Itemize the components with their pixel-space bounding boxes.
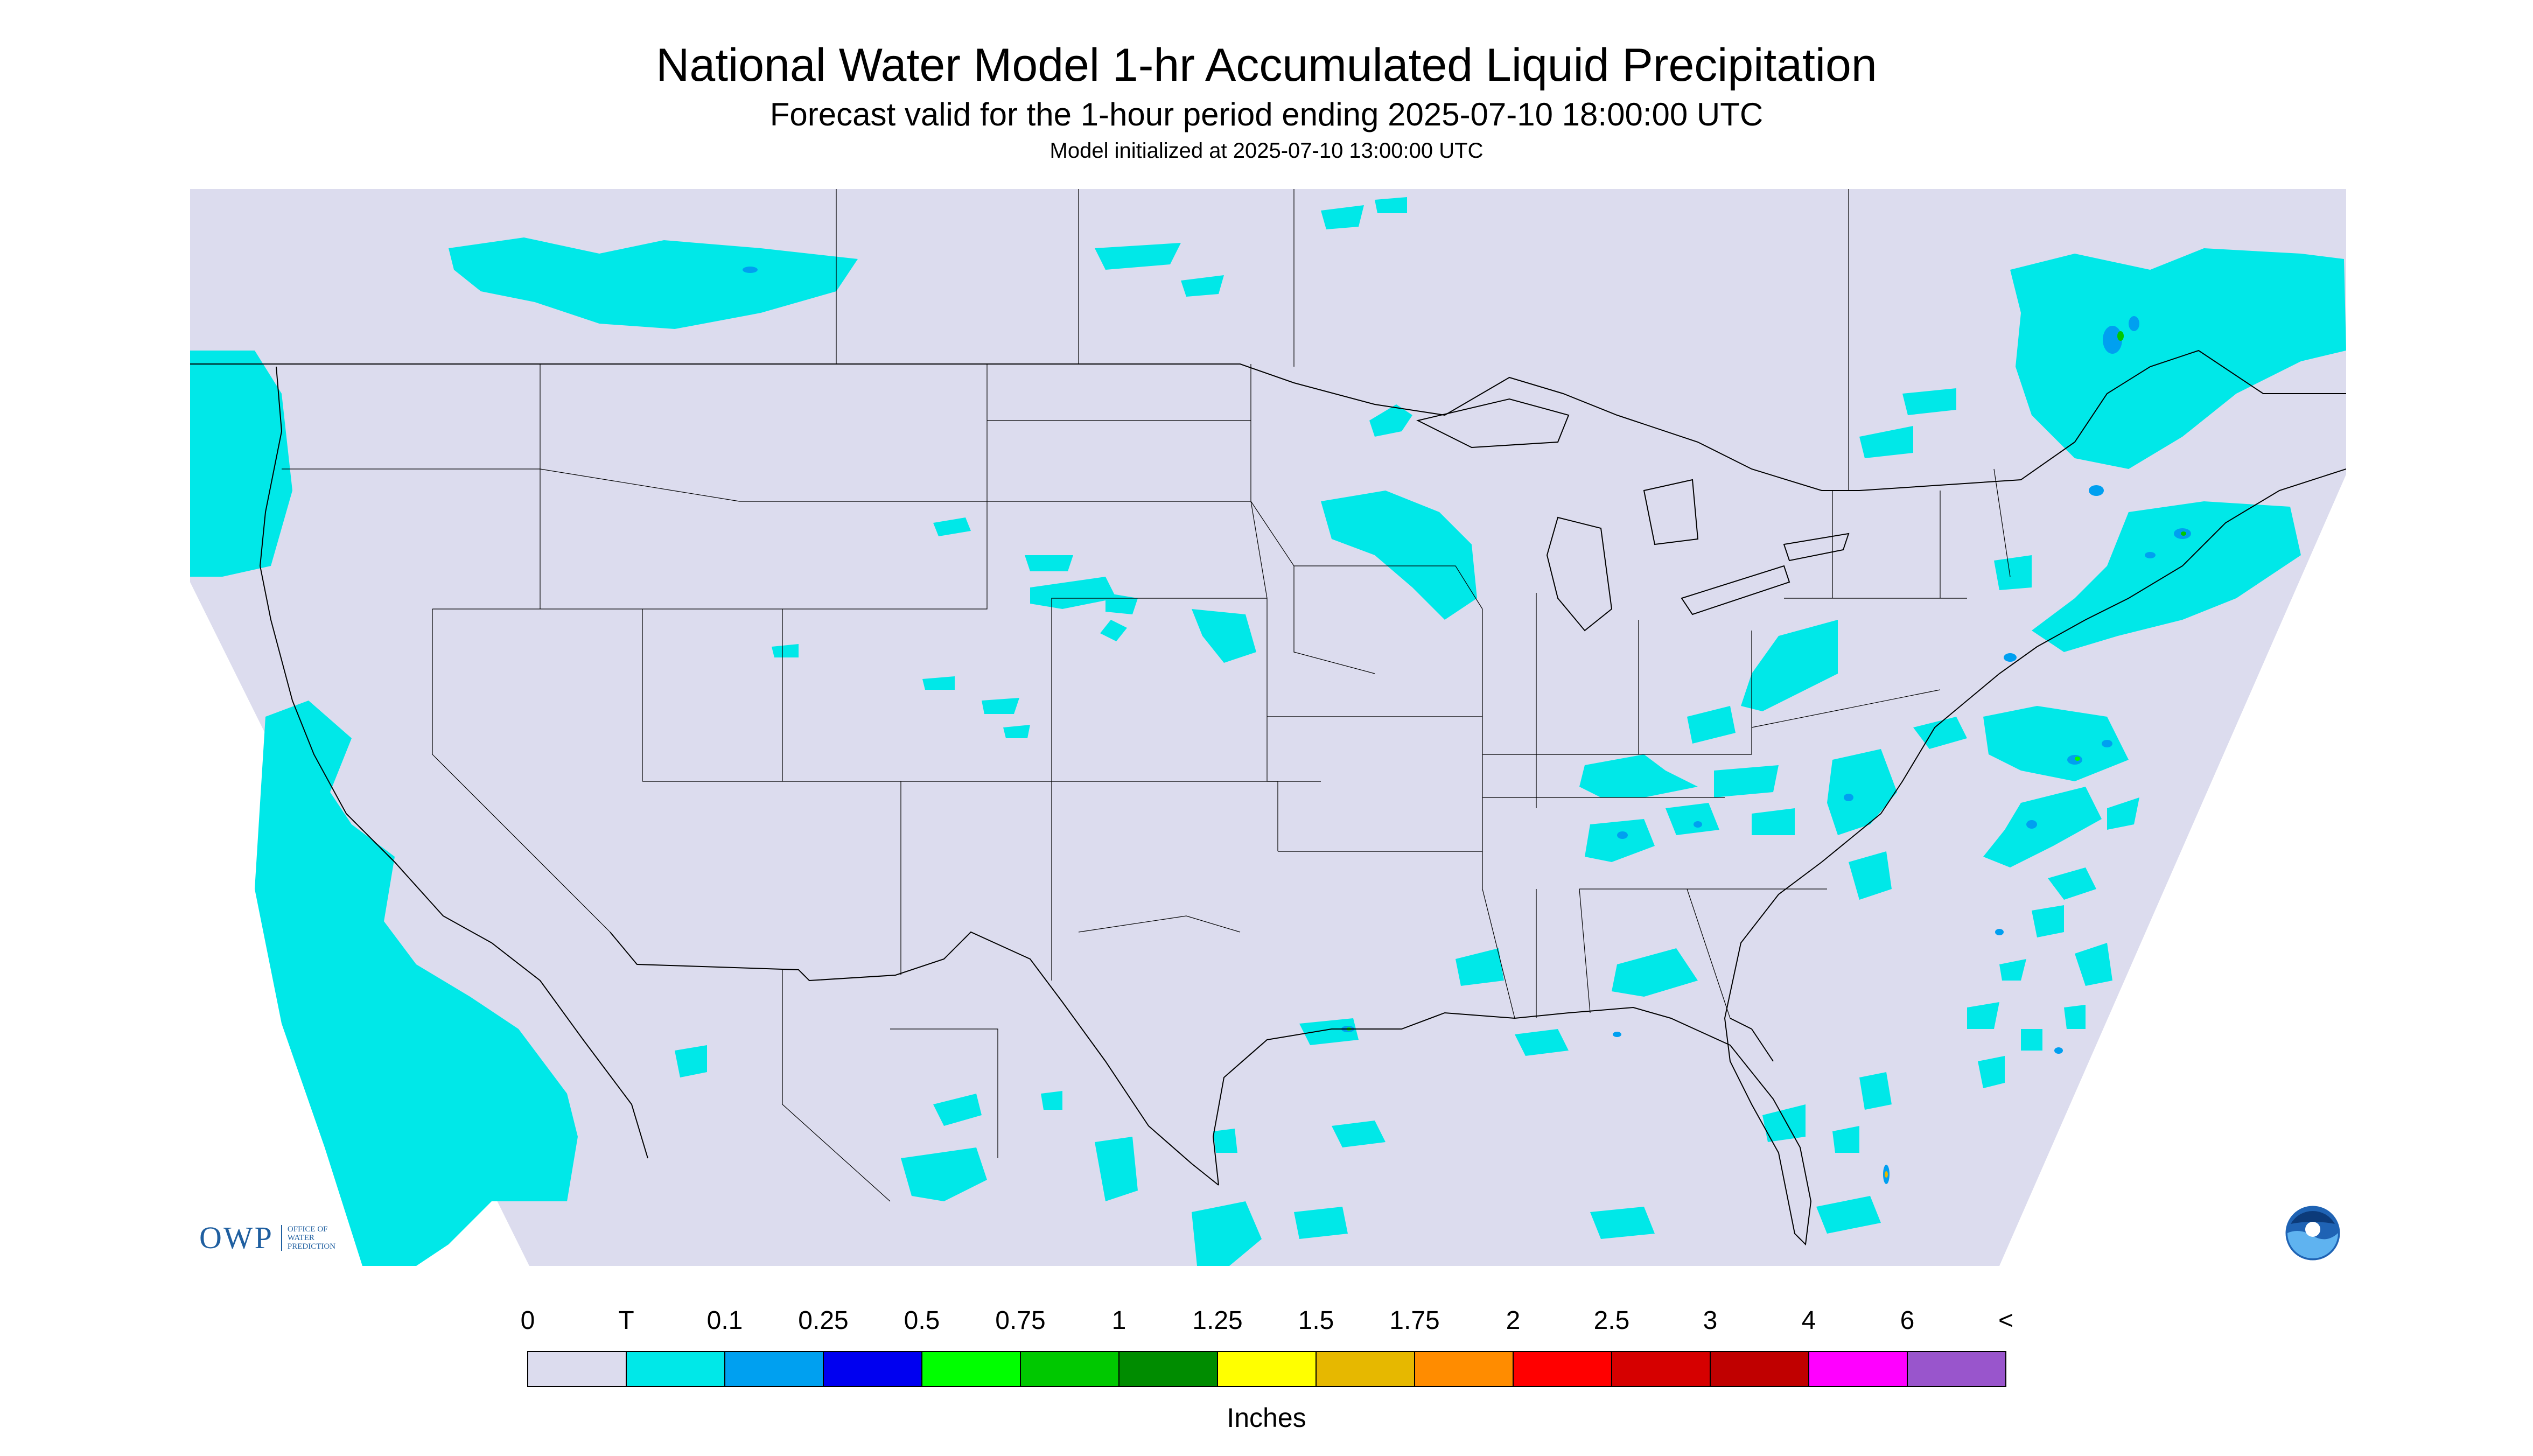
legend-unit-label: Inches <box>1227 1403 1306 1433</box>
model-init-line: Model initialized at 2025-07-10 13:00:00… <box>1049 139 1484 163</box>
legend-swatch <box>626 1351 725 1387</box>
precipitation-map <box>190 189 2346 1266</box>
legend-swatch <box>1020 1351 1119 1387</box>
legend-swatch <box>921 1351 1021 1387</box>
legend-swatch <box>1808 1351 1908 1387</box>
legend-swatch <box>527 1351 627 1387</box>
political-boundaries <box>190 349 2346 1246</box>
legend-tick-label: 3 <box>1703 1306 1718 1335</box>
legend-tick-label: 4 <box>1802 1306 1816 1335</box>
legend-swatch <box>1414 1351 1514 1387</box>
precip-light-cells <box>743 267 2191 1184</box>
legend-tick-label: 0.75 <box>995 1306 1045 1335</box>
legend-tick-label: 1 <box>1112 1306 1126 1335</box>
legend-tick-label: 2.5 <box>1594 1306 1630 1335</box>
legend-swatch <box>1316 1351 1415 1387</box>
legend-tick-label: T <box>618 1306 634 1335</box>
noaa-logo <box>2284 1204 2342 1262</box>
state-boundaries <box>282 189 2011 1202</box>
legend-tick-label: 6 <box>1900 1306 1915 1335</box>
map-title: National Water Model 1-hr Accumulated Li… <box>656 39 1877 91</box>
legend-swatch <box>1710 1351 1809 1387</box>
precip-legend: 0 T 0.1 0.25 0.5 0.75 1 1.25 1.5 1.75 2 2.5 3 4 6 < Inc… <box>521 1306 2013 1433</box>
legend-tick-label: < <box>1998 1306 2013 1335</box>
legend-swatch <box>823 1351 922 1387</box>
legend-swatch <box>1907 1351 2006 1387</box>
legend-tick-label: 0.25 <box>798 1306 848 1335</box>
legend-swatch <box>1611 1351 1711 1387</box>
legend-swatch <box>1118 1351 1218 1387</box>
legend-tick-label: 0.1 <box>707 1306 743 1335</box>
owp-logo: OWP OFFICE OF WATER PREDICTION <box>199 1220 352 1256</box>
map-subtitle: Forecast valid for the 1-hour period end… <box>769 96 1764 132</box>
legend-tick-label: 1.5 <box>1298 1306 1334 1335</box>
legend-tick-label: 1.75 <box>1389 1306 1439 1335</box>
legend-tick-label: 0 <box>521 1306 535 1335</box>
legend-swatch <box>1217 1351 1317 1387</box>
legend-swatch <box>724 1351 824 1387</box>
legend-tick-label: 1.25 <box>1192 1306 1242 1335</box>
legend-swatch <box>1513 1351 1612 1387</box>
owp-logo-text: OFFICE OF WATER PREDICTION <box>281 1224 352 1251</box>
projection-domain <box>190 189 2346 1266</box>
legend-tick-label: 0.5 <box>904 1306 940 1335</box>
legend-tick-label: 2 <box>1506 1306 1521 1335</box>
owp-logo-mark: OWP <box>199 1220 274 1255</box>
